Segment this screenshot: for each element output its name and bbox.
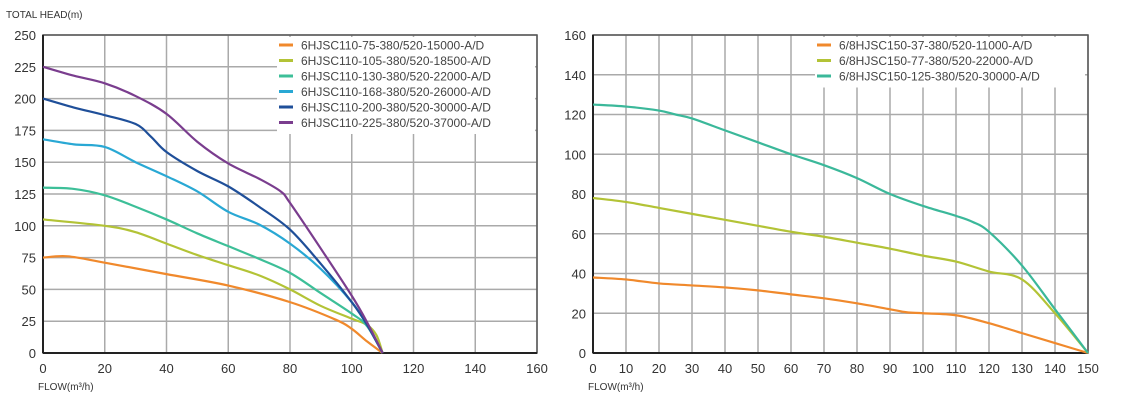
y-tick-label: 250	[14, 28, 36, 43]
y-tick-label: 40	[572, 267, 586, 282]
x-tick-label: 60	[221, 361, 235, 376]
legend-label: 6HJSC110-130-380/520-22000-A/D	[301, 70, 491, 84]
series-line	[42, 186, 384, 354]
legend-background	[815, 37, 1085, 88]
y-tick-label: 0	[579, 346, 586, 361]
legend-label: 6/8HJSC150-77-380/520-22000-A/D	[839, 54, 1033, 68]
y-tick-label: 140	[564, 68, 586, 83]
series-line	[42, 97, 384, 354]
x-tick-label: 20	[98, 361, 112, 376]
y-tick-label: 50	[22, 282, 36, 297]
legend-label: 6HJSC110-105-380/520-18500-A/D	[301, 54, 491, 68]
y-tick-label: 100	[564, 147, 586, 162]
x-tick-label: 50	[751, 361, 765, 376]
x-tick-label: 160	[526, 361, 548, 376]
chart-2: 0 10 20 30 40 50 60 70 80 90 100 110 120 130 140 150 0 20…	[564, 28, 1099, 393]
series-line	[592, 103, 1089, 354]
y-tick-label: 60	[572, 227, 586, 242]
x-tick-label: 120	[978, 361, 1000, 376]
legend-label: 6HJSC110-200-380/520-30000-A/D	[301, 101, 491, 115]
y-tick-label: 150	[14, 155, 36, 170]
x-tick-label: 20	[652, 361, 666, 376]
legend-label: 6HJSC110-75-380/520-15000-A/D	[301, 39, 485, 53]
x-tick-label: 90	[883, 361, 897, 376]
series-line	[592, 276, 1089, 355]
x-tick-label: 40	[718, 361, 732, 376]
series-line	[42, 255, 384, 354]
x-tick-label: 130	[1011, 361, 1033, 376]
x-tick-label: 140	[464, 361, 486, 376]
x-tick-label: 150	[1077, 361, 1099, 376]
y-tick-label: 75	[22, 251, 36, 266]
legend-label: 6/8HJSC150-125-380/520-30000-A/D	[839, 70, 1040, 84]
legend-label: 6/8HJSC150-37-380/520-11000-A/D	[839, 39, 1033, 53]
y-tick-label: 125	[14, 187, 36, 202]
y-tick-label: 25	[22, 314, 36, 329]
x-tick-label: 80	[850, 361, 864, 376]
x-tick-label: 60	[784, 361, 798, 376]
legend-background	[277, 37, 535, 134]
x-tick-label: 80	[283, 361, 297, 376]
legend-label: 6HJSC110-225-380/520-37000-A/D	[301, 116, 491, 130]
series-line	[42, 65, 384, 354]
y-tick-label: 80	[572, 187, 586, 202]
x-tick-label: 10	[619, 361, 633, 376]
x-tick-label: 0	[39, 361, 46, 376]
x-axis-title: FLOW(m³/h)	[588, 382, 644, 393]
x-tick-label: 120	[403, 361, 425, 376]
x-axis-title: FLOW(m³/h)	[38, 382, 94, 393]
x-tick-label: 140	[1044, 361, 1066, 376]
y-tick-label: 175	[14, 123, 36, 138]
x-tick-label: 30	[685, 361, 699, 376]
y-tick-label: 20	[572, 306, 586, 321]
series-line	[592, 196, 1089, 354]
y-tick-label: 160	[564, 28, 586, 43]
x-tick-label: 0	[589, 361, 596, 376]
x-tick-label: 100	[912, 361, 934, 376]
y-tick-label: 200	[14, 92, 36, 107]
y-tick-label: 225	[14, 60, 36, 75]
x-tick-label: 110	[946, 361, 967, 376]
x-tick-label: 70	[817, 361, 831, 376]
x-tick-label: 100	[341, 361, 363, 376]
chart-1: 0 20 40 60 80 100 120 140 160 0 25 50 75 100 125 150 175…	[6, 10, 548, 393]
y-tick-label: 120	[564, 108, 586, 123]
x-tick-label: 40	[159, 361, 173, 376]
legend-label: 6HJSC110-168-380/520-26000-A/D	[301, 85, 491, 99]
y-tick-label: 0	[29, 346, 36, 361]
y-axis-title: TOTAL HEAD(m)	[6, 10, 82, 21]
y-tick-label: 100	[14, 219, 36, 234]
